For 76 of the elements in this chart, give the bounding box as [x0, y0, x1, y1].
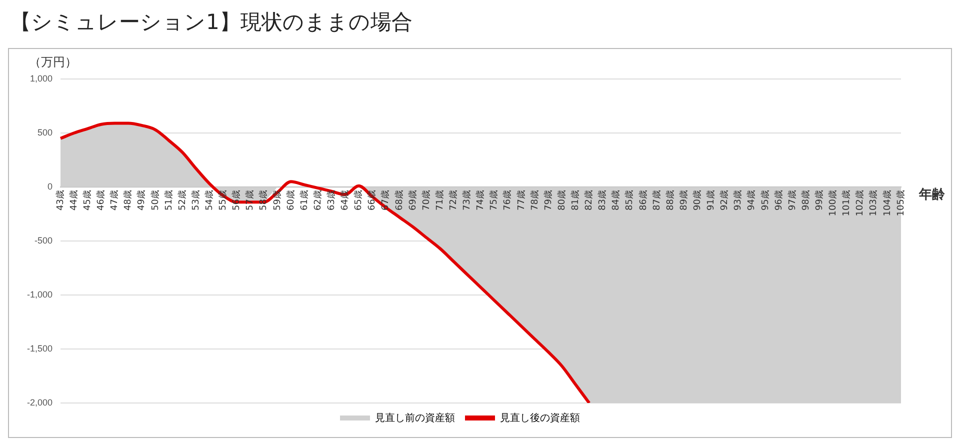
x-tick-label: 75歳 [488, 190, 500, 210]
x-tick-label: 88歳 [664, 190, 676, 210]
x-tick-label: 102歳 [854, 190, 866, 216]
x-tick-label: 56歳 [231, 190, 242, 210]
chart-frame: 見直し前の資産額 見直し後の資産額 -2,000 -1,500 -1,000 -500 0 500 1,000 （万円） 43歳 44歳 45歳 46歳 47歳 48歳 49歳 50歳 51歳 52歳 53歳 54歳 55歳 56歳 57歳 58歳 59歳 60歳 61歳 62歳 63歳 64歳 65歳 66歳 67歳 68歳 69歳 70歳 71歳 72歳 73歳 74歳 75歳 76歳 77歳 78歳 79歳 80歳 81歳 82歳 83歳 84歳 85歳 86歳 87歳 88歳 89歳 90歳 91歳 92歳 93歳 94歳 95歳 96歳 97歳 98歳 99歳 100歳 101歳 102歳 103歳 104歳 105歳 年齢 [8, 48, 952, 438]
x-tick-label: 66歳 [366, 190, 378, 210]
x-tick-label: 53歳 [190, 190, 202, 210]
x-tick-label: 103歳 [868, 190, 880, 216]
x-tick-label: 95歳 [760, 190, 771, 210]
x-tick-label: 101歳 [841, 190, 852, 216]
x-tick-label: 48歳 [122, 190, 134, 210]
x-tick-label: 61歳 [298, 190, 310, 210]
x-tick-label: 62歳 [312, 190, 324, 210]
legend-label: 見直し前の資産額 [375, 412, 455, 424]
x-tick-label: 49歳 [136, 190, 148, 210]
y-tick-label: 500 [37, 127, 53, 138]
x-tick-label: 80歳 [556, 190, 568, 210]
x-tick-label: 72歳 [448, 190, 459, 210]
x-tick-label: 57歳 [244, 190, 256, 210]
x-tick-label: 77歳 [516, 190, 527, 210]
y-tick-label: 1,000 [30, 73, 53, 84]
x-tick-label: 100歳 [828, 190, 839, 216]
x-tick-label: 73歳 [462, 190, 473, 210]
x-tick-label: 84歳 [610, 190, 622, 210]
y-tick-label: -500 [34, 235, 53, 246]
x-tick-label: 94歳 [746, 190, 758, 210]
x-tick-label: 92歳 [719, 190, 730, 210]
x-tick-label: 83歳 [597, 190, 608, 210]
x-tick-label: 81歳 [570, 190, 581, 210]
y-tick-label: 0 [48, 181, 53, 192]
x-tick-label: 74歳 [475, 190, 486, 210]
x-tick-label: 98歳 [800, 190, 812, 210]
chart-title: 【シミュレーション1】現状のままの場合 [10, 9, 412, 36]
x-tick-label: 68歳 [394, 190, 405, 210]
x-tick-label: 58歳 [258, 190, 270, 210]
x-tick-label: 60歳 [285, 190, 296, 210]
x-tick-label: 54歳 [204, 190, 215, 210]
x-tick-label: 47歳 [109, 190, 120, 210]
x-tick-label: 69歳 [407, 190, 418, 210]
x-tick-label: 91歳 [706, 190, 717, 210]
x-tick-label: 90歳 [692, 190, 703, 210]
x-tick-label: 89歳 [678, 190, 690, 210]
y-tick-label: -2,000 [26, 397, 53, 408]
x-tick-label: 59歳 [272, 190, 283, 210]
x-tick-label: 70歳 [420, 190, 432, 210]
x-tick-label: 71歳 [434, 190, 446, 210]
x-tick-label: 65歳 [353, 190, 364, 210]
x-tick-label: 104歳 [882, 190, 893, 216]
x-tick-label: 79歳 [542, 190, 554, 210]
x-axis-title: 年齢 [918, 187, 946, 202]
x-tick-label: 86歳 [638, 190, 649, 210]
x-tick-label: 82歳 [584, 190, 595, 210]
x-tick-label: 85歳 [624, 190, 636, 210]
y-tick-label: -1,500 [26, 343, 53, 354]
x-tick-label: 45歳 [82, 190, 93, 210]
x-tick-label: 46歳 [96, 190, 107, 210]
x-tick-label: 93歳 [732, 190, 744, 210]
x-tick-label: 67歳 [380, 190, 392, 210]
x-tick-label: 64歳 [340, 190, 351, 210]
legend-label: 見直し後の資産額 [500, 412, 580, 424]
x-tick-label: 87歳 [651, 190, 662, 210]
x-tick-label: 99歳 [814, 190, 826, 210]
x-tick-label: 44歳 [68, 190, 80, 210]
x-tick-label: 63歳 [326, 190, 337, 210]
x-tick-label: 97歳 [786, 190, 798, 210]
x-tick-label: 50歳 [150, 190, 161, 210]
x-tick-label: 43歳 [54, 190, 66, 210]
x-tick-label: 105歳 [895, 190, 906, 216]
x-tick-label: 52歳 [176, 190, 188, 210]
x-tick-label: 96歳 [773, 190, 784, 210]
x-tick-label: 55歳 [218, 190, 229, 210]
x-tick-label: 76歳 [502, 190, 514, 210]
x-tick-label: 51歳 [163, 190, 174, 210]
y-tick-label: -1,000 [26, 289, 53, 300]
y-axis-title: （万円） [29, 55, 77, 70]
x-tick-label: 78歳 [529, 190, 540, 210]
